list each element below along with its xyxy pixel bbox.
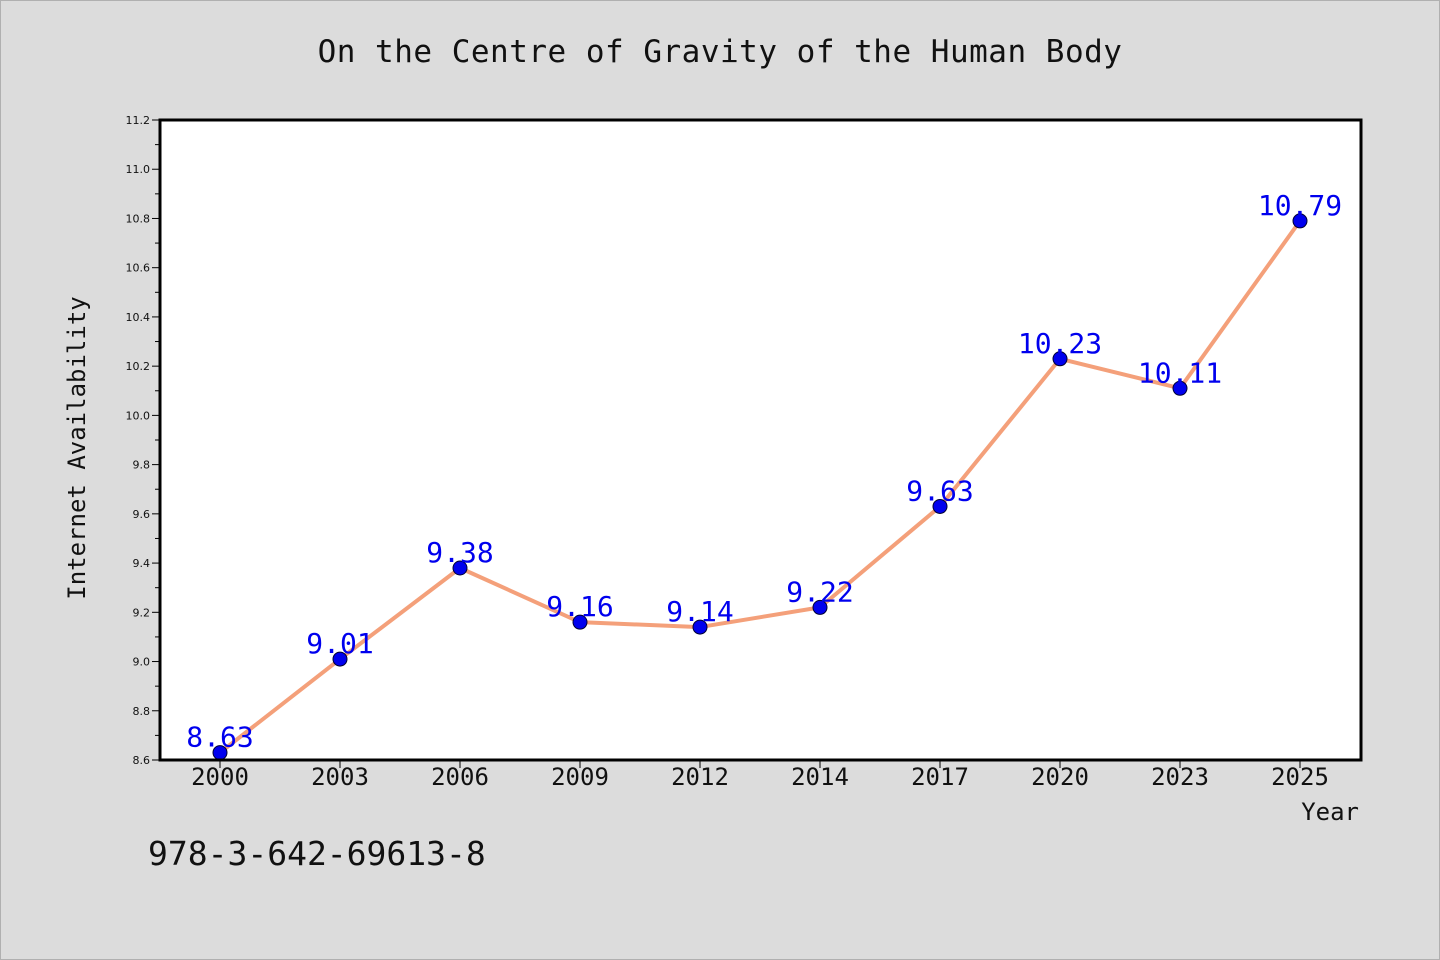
data-point — [1052, 351, 1068, 367]
data-label: 9.01 — [306, 627, 373, 660]
x-tick-label: 2012 — [671, 763, 729, 791]
y-tick-label: 10.6 — [126, 262, 151, 275]
data-point — [932, 498, 948, 514]
y-tick-label: 8.8 — [133, 705, 151, 718]
x-tick-label: 2020 — [1031, 763, 1089, 791]
x-tick-label: 2000 — [191, 763, 249, 791]
y-tick-label: 9.4 — [133, 557, 151, 570]
data-point — [452, 560, 468, 576]
y-tick-label: 10.4 — [126, 311, 151, 324]
x-tick-label: 2014 — [791, 763, 849, 791]
x-tick-label: 2025 — [1271, 763, 1329, 791]
y-tick-label: 9.6 — [133, 508, 151, 521]
y-tick-label: 9.8 — [133, 459, 151, 472]
y-tick-label: 10.2 — [126, 360, 151, 373]
data-label: 9.16 — [546, 590, 613, 623]
y-tick-label: 11.2 — [126, 114, 151, 127]
x-tick-label: 2009 — [551, 763, 609, 791]
data-label: 9.14 — [666, 595, 733, 628]
data-point — [812, 599, 828, 615]
data-point — [1292, 213, 1308, 229]
data-point — [1172, 380, 1188, 396]
y-tick-label: 9.0 — [133, 656, 151, 669]
chart-title: On the Centre of Gravity of the Human Bo… — [317, 34, 1123, 70]
plot-border — [158, 118, 1363, 762]
y-axis-label: Internet Availability — [63, 296, 91, 599]
y-tick-label: 8.6 — [133, 754, 151, 767]
x-axis-label: Year — [1301, 798, 1359, 826]
y-tick-label: 10.8 — [126, 212, 151, 225]
data-label: 10.79 — [1258, 189, 1342, 222]
footer-code: 978-3-642-69613-8 — [148, 834, 486, 873]
data-label: 8.63 — [186, 721, 253, 754]
data-label: 9.38 — [426, 536, 493, 569]
x-tick-label: 2017 — [911, 763, 969, 791]
data-label: 9.22 — [786, 575, 853, 608]
data-label: 10.11 — [1138, 356, 1222, 389]
x-tick-label: 2006 — [431, 763, 489, 791]
x-tick-label: 2023 — [1151, 763, 1209, 791]
series-line — [218, 218, 1302, 755]
y-tick-label: 11.0 — [126, 163, 151, 176]
plot-area — [160, 120, 1361, 760]
data-label: 10.23 — [1018, 327, 1102, 360]
data-point — [572, 614, 588, 630]
data-label: 9.63 — [906, 474, 973, 507]
x-tick-label: 2003 — [311, 763, 369, 791]
data-point — [692, 619, 708, 635]
data-point — [332, 651, 348, 667]
y-tick-label: 9.2 — [133, 606, 151, 619]
y-tick-label: 10.0 — [126, 409, 151, 422]
